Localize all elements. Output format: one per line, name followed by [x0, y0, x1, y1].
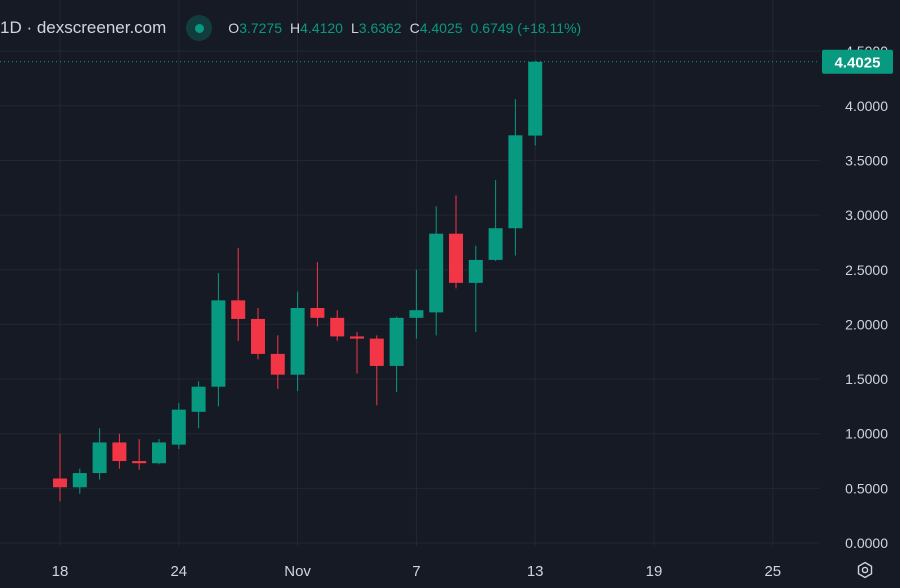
candle-body [488, 228, 503, 260]
candle-down [132, 439, 147, 470]
candle-body [112, 442, 127, 462]
last-price-badge [822, 49, 893, 74]
candle-down [310, 262, 325, 327]
x-tick-label: Nov [284, 563, 311, 580]
y-tick-label: 0.0000 [845, 535, 888, 551]
candle-up [191, 381, 206, 429]
close-label: C [409, 20, 420, 36]
candle-up [92, 428, 107, 480]
candle-up [508, 99, 523, 256]
candle-down [251, 308, 265, 360]
high-label: H [290, 20, 301, 36]
candle-up [72, 468, 87, 494]
candle-down [231, 247, 246, 341]
high-value: 4.4120 [300, 20, 343, 36]
open-value: 3.7275 [239, 20, 283, 36]
x-tick-label: 18 [52, 563, 69, 580]
chart-legend: 1D · dexscreener.com O 3.7275 H 4.4120 L 3.… [0, 15, 582, 41]
candle-body [152, 442, 166, 464]
y-tick-label: 2.5000 [845, 262, 888, 278]
candle-body [409, 310, 424, 318]
price-axis[interactable]: 0.0000 0.5000 1.0000 1.5000 2.0000 2.5000 3.00… [822, 43, 893, 551]
candle-body [310, 308, 325, 318]
y-tick-label: 0.5000 [845, 480, 888, 496]
change-value: 0.6749 (+18.11%) [470, 20, 582, 36]
candle-up [290, 291, 305, 392]
candle-body [231, 300, 246, 319]
close-value: 4.4025 [419, 20, 463, 36]
gear-icon [857, 561, 873, 579]
chart-title: 1D · dexscreener.com [0, 18, 167, 37]
grid-lines [0, 0, 820, 546]
candle-body [92, 442, 107, 474]
y-tick-label: 1.5000 [845, 371, 888, 387]
candle-up [468, 245, 483, 333]
candle-up [409, 269, 424, 339]
candle-down [53, 433, 67, 502]
x-tick-label: 19 [646, 563, 663, 580]
candle-body [330, 317, 345, 337]
open-label: O [228, 20, 240, 36]
candle-down [112, 433, 127, 469]
candles [53, 60, 543, 502]
candle-body [350, 336, 364, 339]
candle-body [171, 409, 186, 445]
candle-down [449, 195, 463, 289]
y-tick-label: 3.0000 [845, 207, 888, 223]
candle-body [251, 318, 265, 354]
candle-up [488, 180, 503, 262]
candle-body [528, 61, 543, 136]
candle-body [468, 259, 483, 283]
low-value: 3.6362 [358, 20, 402, 36]
last-price-label: 4.4025 [835, 54, 881, 71]
candle-body [191, 386, 206, 412]
x-tick-label: 25 [764, 563, 781, 580]
x-tick-label: 7 [412, 563, 420, 580]
candle-down [270, 335, 285, 389]
candle-up [152, 439, 166, 465]
candle-body [72, 473, 87, 488]
status-indicator [186, 15, 213, 41]
x-tick-label: 24 [170, 563, 187, 580]
status-dot-icon [194, 23, 204, 33]
candle-up [211, 273, 226, 407]
candle-body [429, 233, 444, 313]
chart-settings-button[interactable] [855, 560, 875, 580]
low-label: L [350, 20, 359, 36]
candle-body [132, 461, 147, 464]
candle-down [330, 310, 345, 341]
candle-body [211, 300, 226, 387]
candle-up [171, 403, 186, 450]
candle-up [429, 206, 444, 336]
y-tick-label: 4.0000 [845, 98, 888, 114]
candle-down [350, 332, 364, 374]
candle-up [528, 60, 543, 146]
candle-down [369, 335, 384, 406]
x-tick-label: 13 [527, 563, 544, 580]
candle-body [290, 308, 305, 375]
candle-body [449, 233, 463, 283]
y-tick-label: 2.0000 [845, 316, 888, 332]
candle-body [389, 317, 404, 366]
candle-up [389, 316, 404, 393]
candle-body [270, 353, 285, 375]
candle-body [508, 135, 523, 229]
y-tick-label: 3.5000 [845, 152, 888, 168]
candle-body [369, 338, 384, 366]
time-axis[interactable]: 18 24 Nov 7 13 19 25 [52, 563, 781, 580]
y-tick-label: 1.0000 [845, 426, 888, 442]
candle-body [53, 478, 67, 488]
